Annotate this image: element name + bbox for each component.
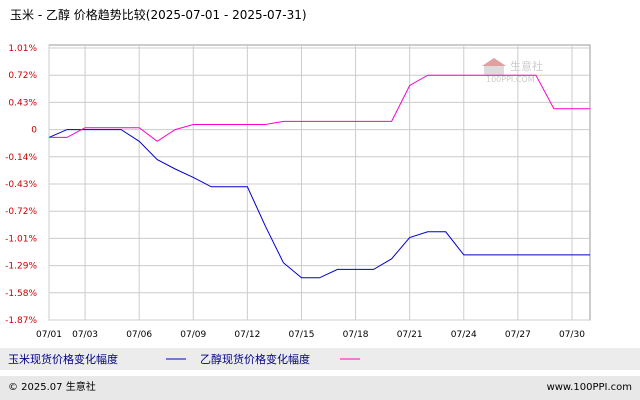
series-line-corn	[48, 129, 590, 279]
series-line-ethanol	[49, 74, 590, 142]
y-tick-label: 0.43%	[8, 98, 37, 108]
watermark: 生意社 100PPI.COM	[482, 58, 543, 84]
x-tick-label: 07/06	[126, 330, 152, 340]
watermark-logo-icon	[482, 58, 506, 76]
footer-url: www.100PPI.com	[547, 382, 632, 393]
x-tick-label: 07/18	[343, 330, 369, 340]
y-tick-label: -1.87%	[5, 316, 37, 326]
watermark-url: 100PPI.COM	[486, 75, 535, 84]
y-tick-label: -0.43%	[5, 180, 37, 190]
y-tick-label: -1.29%	[5, 262, 37, 272]
y-tick-label: -1.01%	[5, 234, 37, 244]
y-tick-label: -0.72%	[5, 207, 37, 217]
chart-title: 玉米 - 乙醇 价格趋势比较(2025-07-01 - 2025-07-31)	[10, 7, 307, 22]
x-tick-label: 07/01	[36, 330, 62, 340]
x-tick-label: 07/24	[451, 330, 477, 340]
legend-bar	[0, 348, 640, 370]
legend-label-ethanol: 乙醇现货价格变化幅度	[200, 352, 310, 366]
y-tick-label: 0.72%	[8, 71, 37, 81]
series-layer	[48, 74, 590, 279]
y-tick-label: 0	[31, 126, 37, 136]
x-axis-ticks: 07/01 07/03 07/06 07/09 07/12 07/15 07/18 07/21…	[36, 330, 585, 340]
y-tick-label: 1.01%	[8, 44, 37, 54]
x-tick-label: 07/30	[559, 330, 585, 340]
grid-layer	[48, 45, 590, 321]
watermark-name: 生意社	[510, 59, 543, 73]
x-tick-label: 07/21	[397, 330, 423, 340]
x-tick-label: 07/12	[234, 330, 260, 340]
plot-area	[48, 44, 591, 321]
y-tick-label: -0.14%	[5, 153, 37, 163]
x-tick-label: 07/27	[505, 330, 531, 340]
footer-copyright: © 2025.07 生意社	[8, 380, 96, 393]
legend-label-corn: 玉米现货价格变化幅度	[8, 352, 118, 366]
footer-bar	[0, 376, 640, 400]
x-tick-label: 07/03	[72, 330, 98, 340]
x-tick-label: 07/15	[288, 330, 314, 340]
y-tick-label: -1.58%	[5, 289, 37, 299]
x-tick-label: 07/09	[180, 330, 206, 340]
y-axis-ticks: 1.01% 0.72% 0.43% 0 -0.14% -0.43% -0.72% -1.01%…	[5, 44, 37, 326]
